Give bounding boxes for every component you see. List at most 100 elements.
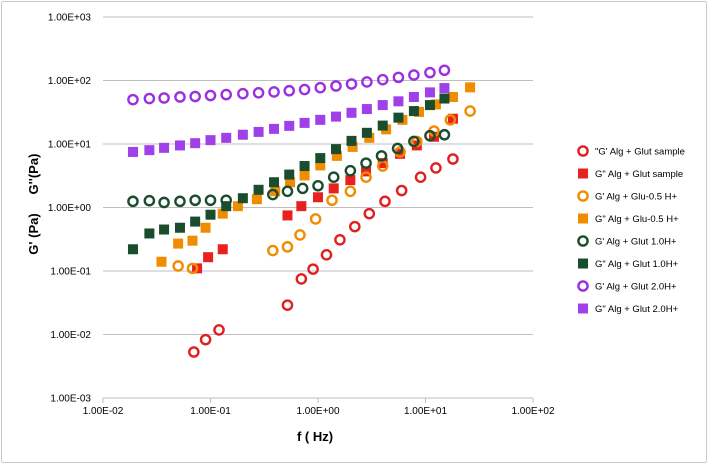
data-point — [439, 93, 450, 104]
data-point — [424, 87, 435, 98]
y-tick-label: 1.00E+03 — [48, 13, 92, 24]
data-point — [330, 144, 341, 155]
data-point — [281, 241, 294, 253]
data-point — [464, 105, 476, 117]
data-point — [156, 256, 167, 267]
data-point — [298, 83, 311, 96]
data-point — [143, 92, 156, 105]
data-point — [159, 224, 170, 235]
data-point — [424, 66, 436, 79]
series-3 — [172, 105, 476, 275]
data-point — [393, 96, 404, 107]
data-point — [299, 161, 310, 172]
data-point — [189, 194, 201, 207]
data-point — [232, 201, 243, 212]
data-point — [187, 235, 198, 246]
data-point — [220, 88, 233, 101]
data-point — [213, 324, 225, 336]
data-point — [377, 120, 388, 131]
data-point — [375, 150, 388, 162]
data-point — [296, 201, 307, 212]
y-axis-title: G' (Pa) G''(Pa) — [26, 154, 41, 255]
legend-entry-2: G" Alg + Glut sample — [578, 168, 683, 180]
data-point — [345, 175, 356, 186]
legend-entry-7: G' Alg + Glut 2.0H+ — [577, 280, 677, 293]
data-point — [430, 162, 442, 174]
x-tick-label: 1.00E+00 — [296, 406, 340, 417]
data-point — [344, 164, 357, 177]
data-point — [127, 244, 138, 255]
data-point — [281, 299, 294, 311]
y-tick-label: 1.00E-03 — [50, 394, 91, 405]
data-point — [188, 346, 200, 358]
legend-entry-5: G' Alg + Glut 1.0H+ — [577, 235, 677, 248]
data-point — [189, 90, 201, 103]
data-point — [465, 82, 476, 93]
data-point — [349, 220, 361, 233]
legend-label: G" Alg + Glut sample — [595, 169, 683, 180]
data-point — [268, 86, 280, 98]
data-point — [269, 123, 280, 134]
data-point — [414, 171, 427, 184]
axes: 1.00E-031.00E-021.00E-011.00E+001.00E+01… — [48, 13, 555, 418]
data-point — [379, 195, 391, 208]
legend-label: G' Alg + Glut 2.0H+ — [595, 282, 677, 293]
data-point — [315, 160, 326, 171]
data-point — [281, 185, 294, 198]
data-point — [331, 150, 342, 161]
data-point — [327, 171, 340, 184]
data-point — [438, 128, 451, 141]
data-point — [174, 91, 186, 103]
data-point — [330, 111, 341, 122]
legend-label: G" Alg + Glut 2.0H+ — [595, 304, 679, 315]
legend-label: G" Alg + Glu-0.5 H+ — [595, 214, 679, 225]
data-point — [320, 248, 333, 261]
data-point — [284, 120, 295, 131]
y-tick-label: 1.00E-02 — [50, 330, 91, 341]
data-point — [345, 78, 358, 90]
legend-entry-8: G" Alg + Glut 2.0H+ — [578, 303, 679, 315]
data-point — [127, 146, 138, 157]
legend-marker — [577, 280, 589, 292]
data-point — [439, 83, 450, 94]
legend-label: G" Alg + Glut 1.0H+ — [595, 259, 679, 270]
data-point — [204, 89, 217, 102]
data-point — [364, 132, 375, 143]
data-point — [347, 141, 358, 152]
data-point — [294, 229, 306, 241]
data-point — [408, 91, 419, 102]
data-point — [251, 194, 262, 205]
data-point — [158, 92, 170, 104]
data-point — [158, 196, 170, 209]
data-point — [143, 194, 156, 207]
data-point — [172, 260, 184, 272]
data-point — [447, 113, 458, 124]
data-point — [217, 208, 228, 219]
data-point — [267, 244, 279, 257]
data-point — [393, 112, 404, 123]
data-point — [285, 177, 296, 188]
series-6 — [127, 93, 450, 255]
data-point — [173, 238, 184, 249]
data-point — [314, 81, 327, 94]
data-point — [267, 188, 279, 201]
data-point — [174, 195, 186, 208]
x-tick-label: 1.00E-01 — [190, 406, 231, 417]
data-point — [361, 127, 372, 138]
data-point — [203, 252, 214, 263]
x-tick-label: 1.00E-02 — [83, 406, 124, 417]
data-point — [253, 126, 264, 137]
y-tick-label: 1.00E+02 — [48, 76, 92, 87]
series-7 — [127, 64, 451, 106]
data-point — [346, 107, 357, 118]
legend: "G' Alg + Glut sample G" Alg + Glut sampl… — [577, 145, 685, 315]
data-point — [237, 87, 249, 100]
data-point — [392, 71, 405, 84]
legend-entry-4: G" Alg + Glu-0.5 H+ — [578, 213, 679, 225]
data-point — [217, 244, 228, 255]
data-point — [144, 145, 155, 156]
data-point — [309, 213, 322, 225]
data-point — [252, 87, 265, 99]
data-point — [360, 157, 372, 169]
